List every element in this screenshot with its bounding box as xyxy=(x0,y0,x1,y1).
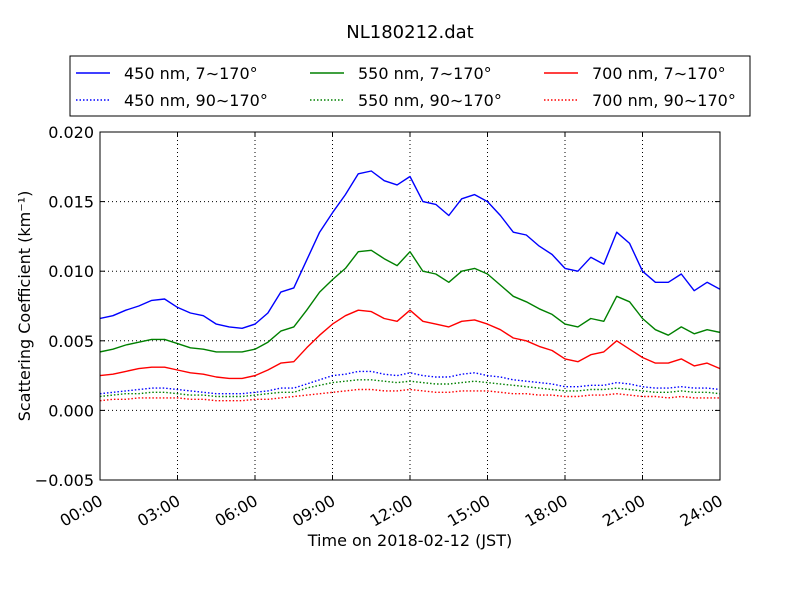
series-line xyxy=(100,388,720,402)
y-tick-label: 0.005 xyxy=(48,332,94,351)
y-axis-label: Scattering Coefficient (km⁻¹) xyxy=(15,191,34,422)
legend-label: 700 nm, 7∼170° xyxy=(592,64,726,83)
y-tick-label: 0.015 xyxy=(48,193,94,212)
y-tick-label: 0.000 xyxy=(48,401,94,420)
y-tick-label: −0.005 xyxy=(35,471,94,490)
legend-label: 450 nm, 7∼170° xyxy=(124,64,258,83)
plot-area: 00:00 03:00 06:00 09:00 12:00 15:00 18:00 21:00… xyxy=(35,123,726,531)
series-line xyxy=(100,309,720,380)
series-line xyxy=(100,379,720,398)
y-tick-label: 0.020 xyxy=(48,123,94,142)
series-line xyxy=(100,170,720,329)
series-line xyxy=(100,249,720,353)
y-tick-label: 0.010 xyxy=(48,262,94,281)
legend-label: 450 nm, 90∼170° xyxy=(124,91,268,110)
legend-label: 700 nm, 90∼170° xyxy=(592,91,736,110)
legend-label: 550 nm, 90∼170° xyxy=(358,91,502,110)
chart-title: NL180212.dat xyxy=(346,22,473,43)
legend-frame xyxy=(69,55,751,117)
legend: 450 nm, 7∼170° 550 nm, 7∼170° 700 nm, 7∼17… xyxy=(69,55,751,117)
legend-label: 550 nm, 7∼170° xyxy=(358,64,492,83)
x-axis-label: Time on 2018-02-12 (JST) xyxy=(307,531,512,550)
series-group xyxy=(100,170,720,402)
